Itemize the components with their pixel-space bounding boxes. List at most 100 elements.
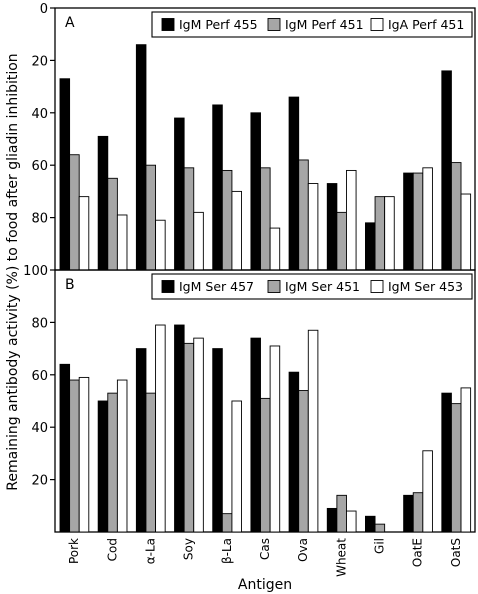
bar (346, 510, 357, 533)
bar (107, 392, 118, 533)
bar (155, 219, 166, 271)
y-tick-label: 0 (40, 2, 48, 17)
x-category-label: OatS (449, 538, 463, 567)
y-axis-title: Remaining antibody activity (%) to food … (5, 53, 21, 490)
legend-label: IgM Perf 451 (285, 17, 364, 32)
x-category-label: α-La (143, 538, 157, 564)
bar (221, 169, 233, 271)
x-category-label: OatE (411, 538, 425, 567)
bar (193, 337, 204, 533)
x-category-label: Cas (258, 538, 272, 560)
y-tick-label: 20 (31, 54, 48, 69)
y-tick-label: 60 (31, 369, 48, 384)
bar (403, 494, 414, 533)
bar (450, 162, 462, 271)
bar (412, 492, 424, 533)
legend-swatch (267, 280, 281, 293)
bar (69, 379, 80, 533)
legend-swatch (161, 280, 175, 293)
legend-label: IgM Ser 451 (285, 279, 360, 294)
panel-b-legend: IgM Ser 457 IgM Ser 451 IgM Ser 453 (151, 273, 473, 300)
bar (97, 135, 109, 271)
legend-swatch (370, 18, 384, 31)
panel-a-y-ticks: 100 80 60 40 20 0 (23, 2, 55, 279)
bar (231, 190, 242, 271)
bar (365, 222, 376, 271)
legend-label: IgM Ser 453 (388, 279, 463, 294)
bar (174, 117, 185, 271)
panel-a-letter: A (65, 15, 75, 31)
bar (69, 154, 80, 271)
bar (231, 400, 242, 533)
panel-b-y-ticks: 80 60 40 20 (31, 316, 55, 489)
bar (326, 507, 338, 533)
legend-swatch (267, 18, 281, 31)
bar (260, 167, 271, 271)
bar (384, 196, 395, 271)
bar (250, 337, 261, 533)
bar (365, 515, 376, 533)
bar (336, 211, 347, 271)
x-category-label: Soy (182, 538, 196, 560)
x-category-label: Wheat (334, 538, 348, 577)
x-axis-title: Antigen (238, 577, 292, 593)
bar (193, 211, 204, 271)
bar (288, 371, 300, 533)
bar (307, 329, 319, 533)
bar (307, 183, 319, 271)
bar (326, 183, 338, 271)
bar (116, 214, 128, 271)
bar (183, 167, 195, 271)
x-category-label: Pork (67, 538, 81, 564)
legend-swatch (370, 280, 384, 293)
bar (59, 78, 71, 271)
bar (403, 172, 414, 271)
legend-box (151, 273, 473, 300)
bar (298, 159, 309, 271)
bar (412, 172, 424, 271)
bar (135, 44, 147, 271)
bar (260, 397, 271, 533)
x-category-labels: Pork Cod α-La Soy β-La Cas Ova Wheat Gil OatE OatS (67, 538, 463, 577)
bar (460, 387, 472, 533)
y-tick-label: 60 (31, 159, 48, 174)
bar (374, 196, 386, 271)
panel-a-bars (59, 44, 472, 271)
panel-b-bars (59, 324, 472, 533)
bar (183, 342, 195, 533)
panel-a-legend: IgM Perf 455 IgM Perf 451 IgA Perf 451 (151, 11, 473, 38)
bar (450, 403, 462, 533)
bar (174, 324, 185, 533)
bar (107, 177, 118, 271)
bar (441, 392, 452, 533)
bar (135, 348, 147, 533)
bar (59, 363, 71, 533)
bar (288, 96, 300, 271)
x-category-label: Gil (373, 538, 387, 554)
x-category-label: Cod (105, 538, 119, 561)
y-tick-label: 40 (31, 421, 48, 436)
x-category-label: Ova (296, 538, 310, 562)
bar (374, 523, 386, 533)
bar (269, 227, 281, 271)
bar (145, 164, 157, 271)
legend-label: IgA Perf 451 (388, 17, 464, 32)
bar (441, 70, 452, 271)
bar (422, 167, 433, 271)
legend-label: IgM Perf 455 (179, 17, 258, 32)
y-tick-label: 80 (31, 316, 48, 331)
legend-swatch (161, 18, 175, 31)
bar (212, 348, 223, 533)
bar (78, 376, 90, 533)
panel-b-letter: B (65, 277, 75, 293)
bar (422, 450, 433, 533)
bar (346, 169, 357, 271)
bar (336, 494, 347, 533)
bar (155, 324, 166, 533)
bar (250, 112, 261, 271)
y-tick-label: 20 (31, 474, 48, 489)
bar (460, 193, 472, 271)
y-tick-label: 80 (31, 212, 48, 227)
